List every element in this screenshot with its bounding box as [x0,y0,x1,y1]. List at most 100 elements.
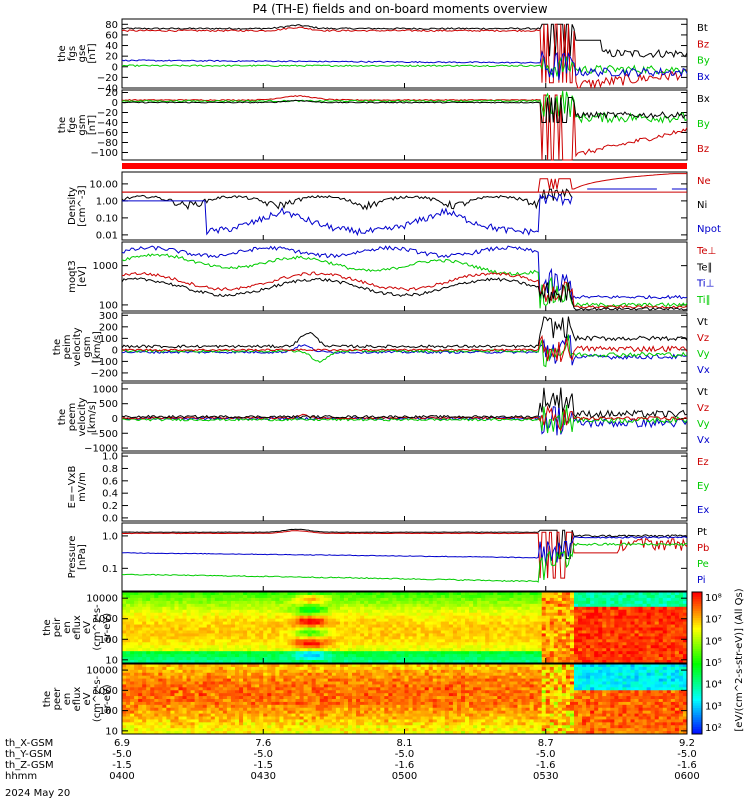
heatmap-cell [618,651,623,654]
heatmap-cell [631,625,636,628]
heatmap-cell [207,595,212,598]
heatmap-cell [445,628,450,631]
heatmap-cell [453,628,458,631]
heatmap-cell [473,598,478,601]
heatmap-cell [376,616,381,619]
heatmap-cell [396,651,401,654]
heatmap-cell [445,625,450,628]
heatmap-cell [340,717,345,720]
heatmap-cell [243,664,248,667]
heatmap-cell [526,619,531,622]
heatmap-cell [243,702,248,705]
heatmap-cell [211,670,216,673]
heatmap-cell [344,728,349,731]
heatmap-cell [324,682,329,685]
heatmap-cell [199,676,204,679]
heatmap-cell [247,725,252,728]
heatmap-cell [679,651,684,654]
heatmap-cell [219,604,224,607]
heatmap-cell [352,630,357,633]
heatmap-cell [134,613,139,616]
heatmap-cell [493,633,498,636]
heatmap-cell [203,604,208,607]
heatmap-cell [384,601,389,604]
heatmap-cell [134,642,139,645]
heatmap-cell [433,639,438,642]
heatmap-cell [493,651,498,654]
heatmap-cell [336,648,341,651]
heatmap-cell [247,642,252,645]
heatmap-cell [550,636,555,639]
heatmap-cell [243,725,248,728]
heatmap-cell [465,657,470,660]
heatmap-cell [275,625,280,628]
heatmap-cell [324,717,329,720]
heatmap-cell [405,639,410,642]
heatmap-cell [215,664,220,667]
heatmap-cell [360,651,365,654]
heatmap-cell [473,628,478,631]
heatmap-cell [255,679,260,682]
heatmap-cell [534,639,539,642]
heatmap-cell [360,654,365,657]
heatmap-cell [324,651,329,654]
heatmap-cell [179,682,184,685]
heatmap-cell [243,667,248,670]
heatmap-cell [671,592,676,595]
heatmap-cell [586,651,591,654]
heatmap-cell [259,673,264,676]
heatmap-cell [425,607,430,610]
heatmap-cell [388,636,393,639]
heatmap-cell [183,670,188,673]
heatmap-cell [631,628,636,631]
heatmap-cell [283,717,288,720]
heatmap-cell [239,682,244,685]
heatmap-cell [279,702,284,705]
heatmap-cell [130,651,135,654]
heatmap-cell [340,673,345,676]
heatmap-cell [130,648,135,651]
heatmap-cell [534,645,539,648]
heatmap-cell [275,690,280,693]
heatmap-cell [158,648,163,651]
series-line [122,272,687,308]
heatmap-cell [215,639,220,642]
heatmap-cell [239,619,244,622]
y-tick-label: −20 [97,73,118,84]
heatmap-cell [348,682,353,685]
heatmap-cell [287,598,292,601]
heatmap-cell [183,607,188,610]
heatmap-cell [441,595,446,598]
heatmap-cell [622,654,627,657]
heatmap-cell [400,630,405,633]
heatmap-cell [421,630,426,633]
heatmap-cell [296,705,301,708]
heatmap-cell [199,719,204,722]
heatmap-cell [433,633,438,636]
heatmap-cell [344,630,349,633]
heatmap-cell [441,657,446,660]
heatmap-cell [372,616,377,619]
heatmap-cell [497,633,502,636]
heatmap-cell [328,604,333,607]
heatmap-cell [473,601,478,604]
heatmap-cell [316,682,321,685]
heatmap-cell [594,654,599,657]
heatmap-cell [223,667,228,670]
heatmap-cell [300,696,305,699]
heatmap-cell [162,708,167,711]
heatmap-cell [263,592,268,595]
heatmap-cell [174,717,179,720]
heatmap-cell [259,595,264,598]
heatmap-cell [429,628,434,631]
heatmap-cell [530,616,535,619]
heatmap-cell [130,708,135,711]
heatmap-cell [283,690,288,693]
heatmap-cell [453,613,458,616]
heatmap-cell [352,711,357,714]
heatmap-cell [344,714,349,717]
heatmap-cell [635,616,640,619]
heatmap-cell [332,673,337,676]
heatmap-cell [259,598,264,601]
heatmap-cell [663,630,668,633]
